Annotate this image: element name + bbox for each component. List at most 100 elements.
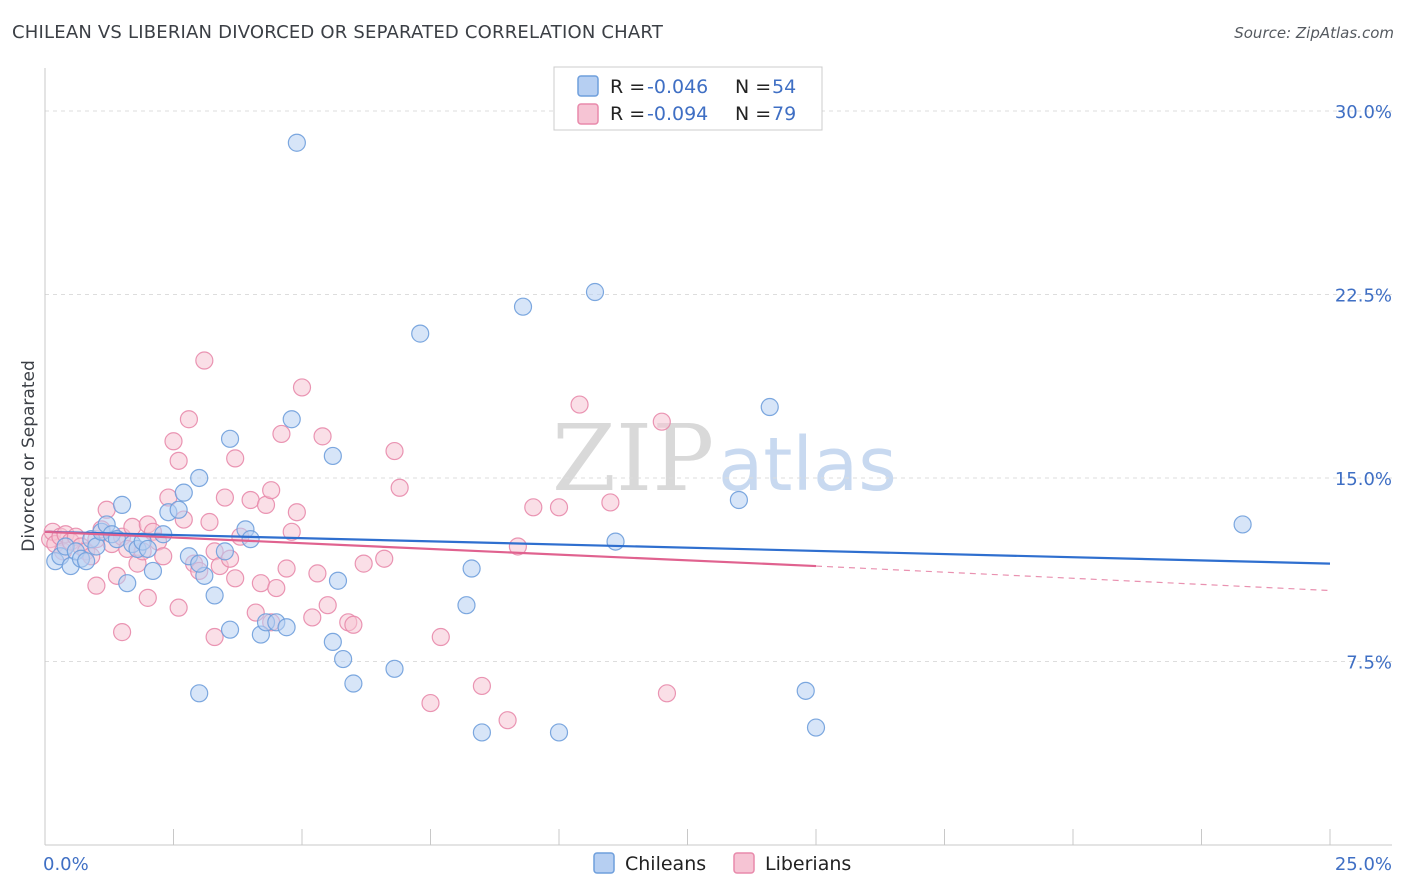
liberians-point-57 — [375, 549, 394, 568]
liberians-point-69 — [652, 412, 671, 431]
chileans-point-13 — [112, 495, 132, 514]
chileans-point-22 — [169, 500, 188, 519]
chileans-point-48 — [457, 596, 476, 615]
liberians-point-56 — [354, 554, 373, 573]
data-points — [41, 133, 1252, 742]
liberians-point-70 — [657, 684, 677, 703]
chileans-point-59 — [1233, 515, 1252, 534]
liberians-point-33 — [200, 512, 219, 532]
liberians-point-62 — [472, 676, 491, 696]
liberians-point-49 — [287, 503, 306, 522]
chileans-point-49 — [472, 723, 491, 742]
series-legend: Chileans Liberians — [593, 852, 851, 875]
chileans-point-28 — [190, 554, 209, 573]
chileans-point-46 — [411, 324, 430, 343]
chileans-point-54 — [729, 490, 749, 510]
liberians-trend-extension — [815, 565, 1331, 592]
y-axis-label: Divorced or Separated — [19, 360, 39, 551]
series-legend-label-chileans: Chileans — [625, 853, 706, 875]
liberians-point-38 — [226, 569, 245, 588]
liberians-point-42 — [251, 574, 270, 593]
y-tick-labels: 7.5% 15.0% 22.5% 30.0% — [1335, 102, 1392, 674]
liberians-point-26 — [164, 432, 183, 451]
axes — [44, 68, 1392, 846]
chileans-point-14 — [118, 574, 137, 593]
chileans-point-29 — [215, 542, 234, 561]
chileans-point-47 — [462, 559, 481, 578]
chileans-point-45 — [385, 659, 404, 678]
liberians-point-55 — [344, 615, 363, 634]
legend-r-value-liberians: -0.094 — [647, 103, 708, 125]
chileans-point-42 — [328, 571, 348, 590]
liberians-point-51 — [308, 564, 327, 583]
x-tick-labels: 0.0% 25.0% — [43, 854, 1392, 875]
watermark-zip: ZIP — [552, 405, 714, 512]
liberians-point-63 — [498, 711, 517, 730]
chileans-point-18 — [138, 539, 157, 559]
chileans-point-51 — [549, 723, 569, 742]
chileans-point-30 — [220, 429, 240, 448]
legend-r-label-chileans: R = — [610, 76, 645, 98]
y-tick-label-2: 22.5% — [1335, 285, 1392, 306]
liberians-point-58 — [385, 441, 404, 461]
liberians-point-53 — [318, 596, 337, 615]
chart-source: Source: ZipAtlas.com — [1234, 24, 1394, 42]
x-tick-label-1: 25.0% — [1335, 854, 1392, 875]
chileans-point-38 — [282, 410, 301, 429]
chileans-point-33 — [241, 530, 260, 549]
x-tick-label-0: 0.0% — [43, 854, 89, 875]
chileans-point-53 — [606, 532, 625, 551]
liberians-point-71 — [112, 623, 132, 642]
liberians-point-73 — [87, 576, 106, 595]
legend-n-value-liberians: 79 — [772, 103, 796, 125]
chileans-point-37 — [277, 618, 296, 637]
legend-r-value-chileans: -0.046 — [647, 76, 708, 98]
y-tick-label-3: 30.0% — [1335, 102, 1392, 123]
chileans-point-52 — [585, 282, 605, 302]
liberians-point-52 — [313, 427, 332, 446]
legend-r-label-liberians: R = — [610, 103, 645, 125]
liberians-point-27 — [169, 451, 188, 470]
liberians-point-45 — [267, 578, 286, 598]
legend-swatch-liberians — [577, 103, 599, 125]
trend-lines — [44, 530, 1331, 592]
liberians-point-36 — [215, 488, 234, 507]
chileans-point-19 — [143, 561, 163, 581]
chileans-point-31 — [220, 620, 240, 639]
series-legend-swatch-chileans — [593, 852, 615, 874]
legend-swatch-chileans — [577, 75, 599, 97]
chileans-point-57 — [806, 718, 826, 737]
liberians-point-78 — [303, 608, 322, 627]
liberians-point-24 — [154, 547, 173, 566]
liberians-point-64 — [508, 537, 527, 556]
chileans-point-43 — [334, 649, 353, 669]
chileans-point-50 — [513, 297, 533, 316]
liberians-point-76 — [226, 449, 245, 468]
liberians-point-47 — [277, 559, 296, 578]
liberians-point-29 — [179, 410, 199, 429]
liberians-point-68 — [601, 493, 620, 512]
chileans-point-56 — [796, 681, 815, 700]
series-legend-label-liberians: Liberians — [765, 853, 851, 875]
chileans-trend-line — [44, 530, 1331, 565]
liberians-point-61 — [431, 627, 450, 647]
chileans-point-55 — [760, 397, 779, 417]
liberians-point-74 — [205, 627, 224, 647]
chileans-point-58 — [190, 684, 209, 703]
legend-n-value-chileans: 54 — [772, 76, 796, 98]
chileans-point-39 — [287, 133, 306, 152]
watermark-atlas: atlas — [718, 422, 897, 508]
liberians-point-32 — [195, 351, 214, 370]
legend-n-label-chileans: N = — [735, 76, 771, 98]
liberians-point-67 — [570, 395, 589, 414]
liberians-point-72 — [138, 588, 157, 607]
chileans-point-25 — [190, 468, 209, 488]
liberians-point-66 — [549, 498, 569, 517]
chileans-point-23 — [174, 483, 193, 502]
stats-legend: R = -0.046 N = 54 R = -0.094 N = 79 — [553, 66, 823, 131]
liberians-point-48 — [282, 522, 301, 541]
y-tick-label-1: 15.0% — [1335, 469, 1392, 490]
y-tick-label-0: 7.5% — [1346, 652, 1392, 673]
grid-lines — [45, 110, 1392, 662]
